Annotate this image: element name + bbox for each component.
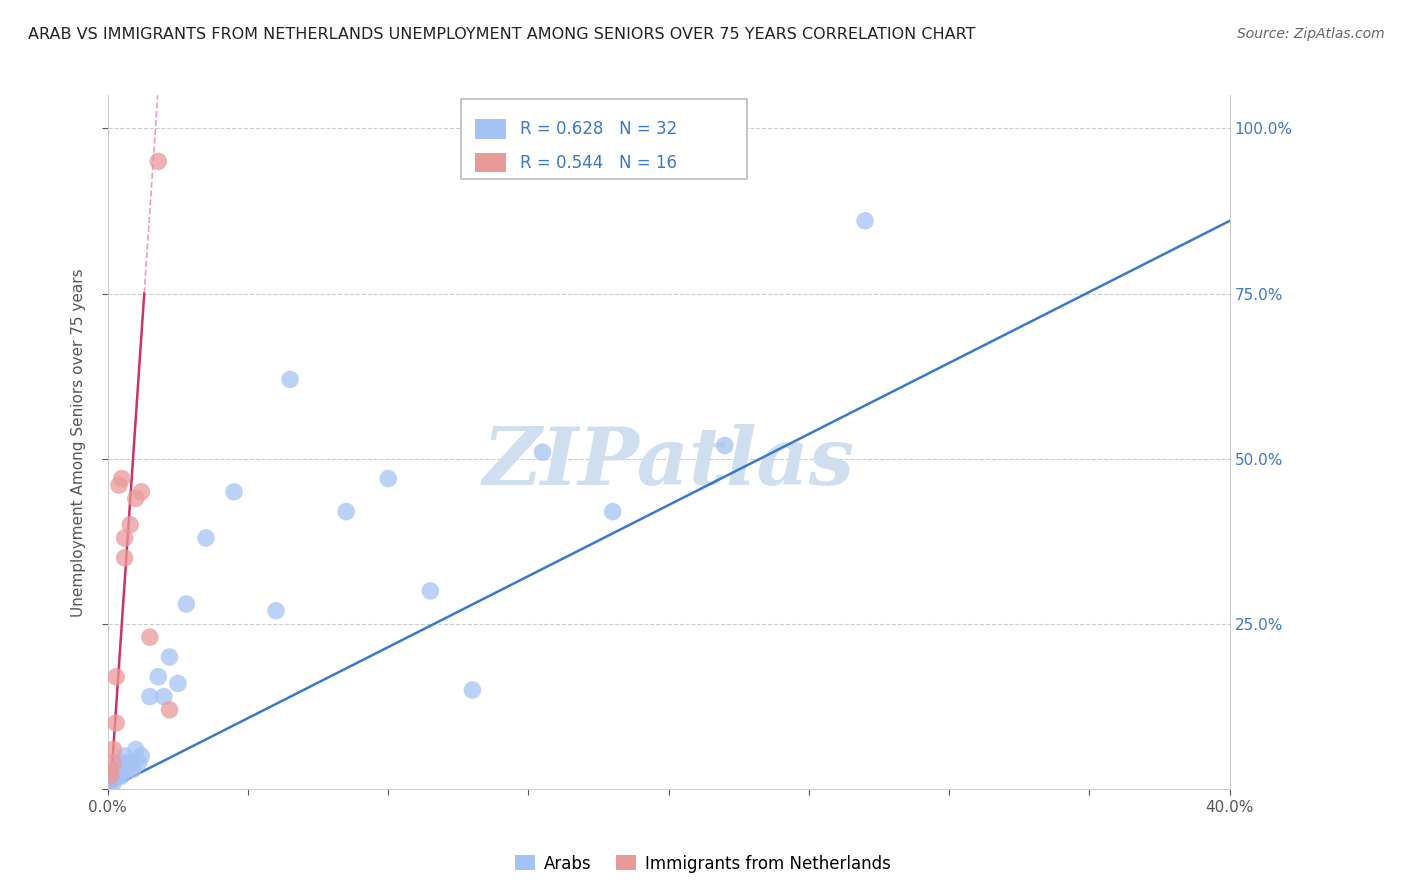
Point bbox=[853, 214, 876, 228]
Point bbox=[335, 505, 357, 519]
Point bbox=[111, 471, 134, 485]
Point bbox=[114, 550, 136, 565]
Point bbox=[278, 372, 301, 386]
Point bbox=[108, 478, 131, 492]
FancyBboxPatch shape bbox=[461, 99, 747, 178]
Point bbox=[120, 756, 142, 770]
Point bbox=[131, 484, 153, 499]
Point bbox=[103, 756, 125, 770]
Point bbox=[139, 630, 162, 644]
Point bbox=[128, 756, 150, 770]
Point bbox=[105, 769, 128, 783]
Point bbox=[103, 775, 125, 789]
Point bbox=[194, 531, 217, 545]
Point bbox=[100, 762, 122, 776]
Point bbox=[105, 762, 128, 776]
Point bbox=[148, 670, 170, 684]
Point bbox=[602, 505, 624, 519]
Point bbox=[100, 775, 122, 789]
Point bbox=[167, 676, 190, 690]
Point bbox=[222, 484, 245, 499]
Point bbox=[131, 749, 153, 764]
Point bbox=[159, 650, 181, 665]
Text: Source: ZipAtlas.com: Source: ZipAtlas.com bbox=[1237, 27, 1385, 41]
FancyBboxPatch shape bbox=[475, 120, 506, 139]
Legend: Arabs, Immigrants from Netherlands: Arabs, Immigrants from Netherlands bbox=[509, 848, 897, 880]
Point bbox=[125, 491, 148, 506]
Point bbox=[153, 690, 176, 704]
Point bbox=[111, 769, 134, 783]
Text: R = 0.544   N = 16: R = 0.544 N = 16 bbox=[520, 153, 676, 171]
Point bbox=[122, 762, 145, 776]
Point bbox=[100, 769, 122, 783]
Point bbox=[461, 683, 484, 698]
Point bbox=[120, 517, 142, 532]
Point bbox=[139, 690, 162, 704]
Point bbox=[108, 769, 131, 783]
Point bbox=[105, 716, 128, 731]
Point bbox=[159, 703, 181, 717]
Point bbox=[419, 583, 441, 598]
Point bbox=[531, 445, 554, 459]
Point bbox=[105, 670, 128, 684]
Y-axis label: Unemployment Among Seniors over 75 years: Unemployment Among Seniors over 75 years bbox=[72, 268, 86, 616]
FancyBboxPatch shape bbox=[475, 153, 506, 172]
Point bbox=[176, 597, 198, 611]
Point bbox=[264, 604, 287, 618]
Point bbox=[117, 762, 139, 776]
Point bbox=[148, 154, 170, 169]
Point bbox=[114, 749, 136, 764]
Text: ZIPatlas: ZIPatlas bbox=[482, 425, 855, 502]
Point bbox=[714, 438, 737, 452]
Text: R = 0.628   N = 32: R = 0.628 N = 32 bbox=[520, 120, 676, 138]
Point bbox=[377, 471, 399, 485]
Point bbox=[125, 742, 148, 756]
Text: ARAB VS IMMIGRANTS FROM NETHERLANDS UNEMPLOYMENT AMONG SENIORS OVER 75 YEARS COR: ARAB VS IMMIGRANTS FROM NETHERLANDS UNEM… bbox=[28, 27, 976, 42]
Point bbox=[111, 756, 134, 770]
Point bbox=[114, 531, 136, 545]
Point bbox=[103, 742, 125, 756]
